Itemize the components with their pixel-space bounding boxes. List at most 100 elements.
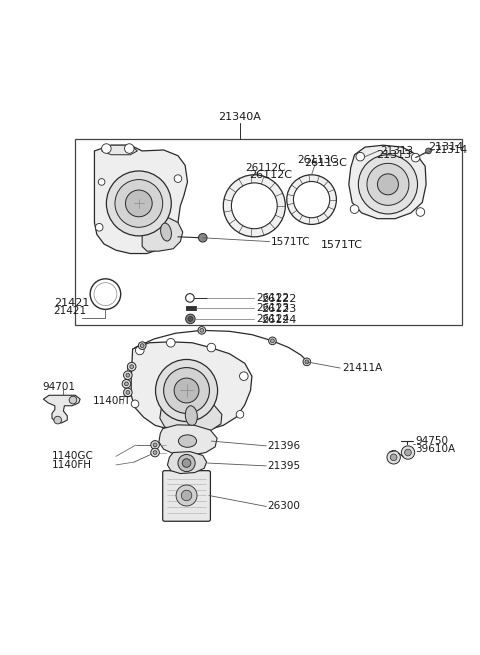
Circle shape (115, 179, 163, 227)
Text: 1571TC: 1571TC (321, 240, 363, 250)
Circle shape (135, 346, 144, 355)
Circle shape (151, 441, 159, 449)
Text: 26123: 26123 (257, 303, 290, 313)
Text: 39610A: 39610A (416, 443, 456, 454)
Text: 26122: 26122 (262, 294, 297, 304)
Circle shape (90, 279, 120, 309)
Text: 26112C: 26112C (250, 170, 292, 179)
Circle shape (156, 360, 217, 422)
Circle shape (130, 365, 133, 369)
Circle shape (199, 233, 207, 242)
Circle shape (231, 183, 277, 229)
Circle shape (127, 362, 136, 371)
Circle shape (305, 360, 309, 364)
Circle shape (186, 293, 194, 302)
Circle shape (174, 378, 199, 403)
Text: 26112C: 26112C (245, 162, 285, 173)
Circle shape (96, 223, 103, 231)
Text: 26123: 26123 (262, 305, 297, 314)
Text: 1571TC: 1571TC (271, 236, 311, 246)
Circle shape (54, 417, 61, 424)
Circle shape (126, 390, 130, 394)
Circle shape (102, 143, 111, 153)
Circle shape (138, 342, 146, 350)
Text: 21314: 21314 (435, 145, 468, 155)
Circle shape (198, 327, 205, 334)
Circle shape (223, 175, 285, 237)
Polygon shape (95, 145, 188, 253)
Circle shape (200, 328, 204, 332)
Circle shape (356, 153, 364, 161)
Circle shape (140, 344, 144, 348)
Text: 26300: 26300 (268, 502, 300, 512)
Circle shape (401, 446, 415, 459)
Circle shape (94, 283, 117, 305)
Circle shape (416, 208, 425, 216)
Circle shape (124, 382, 128, 386)
Circle shape (303, 358, 311, 365)
Text: 1140FH: 1140FH (51, 460, 92, 470)
Polygon shape (43, 395, 80, 423)
Circle shape (359, 155, 418, 214)
Polygon shape (102, 145, 137, 155)
Circle shape (164, 367, 209, 413)
Circle shape (236, 411, 244, 418)
Circle shape (176, 485, 197, 506)
Polygon shape (159, 425, 217, 455)
Circle shape (174, 175, 182, 183)
Circle shape (131, 400, 139, 407)
Circle shape (69, 396, 77, 404)
Circle shape (167, 339, 175, 347)
Text: 21313: 21313 (376, 150, 411, 160)
FancyBboxPatch shape (163, 471, 210, 521)
Text: 1140GC: 1140GC (51, 451, 94, 461)
Polygon shape (142, 204, 183, 251)
Circle shape (126, 373, 130, 377)
Circle shape (269, 337, 276, 345)
Circle shape (271, 339, 275, 343)
Circle shape (178, 455, 195, 472)
Bar (186, 305, 196, 310)
Text: 21314: 21314 (429, 142, 464, 152)
Circle shape (153, 451, 157, 455)
Circle shape (151, 448, 159, 457)
Text: 21411A: 21411A (342, 363, 383, 373)
Circle shape (123, 388, 132, 397)
Text: 94750: 94750 (416, 436, 449, 446)
Polygon shape (131, 342, 252, 432)
Circle shape (98, 179, 105, 185)
Circle shape (207, 343, 216, 352)
Circle shape (186, 314, 195, 324)
Text: 21421: 21421 (54, 297, 89, 308)
Text: 94701: 94701 (42, 382, 75, 392)
Text: 1140FT: 1140FT (93, 396, 132, 407)
Circle shape (405, 449, 411, 456)
Circle shape (390, 454, 397, 460)
Circle shape (293, 181, 330, 217)
Text: 26113C: 26113C (297, 155, 338, 164)
Circle shape (153, 443, 157, 447)
Circle shape (377, 174, 398, 195)
Circle shape (125, 190, 152, 217)
Text: 21421: 21421 (53, 306, 86, 316)
Text: 26122: 26122 (257, 293, 290, 303)
Text: 21395: 21395 (268, 461, 301, 471)
Circle shape (188, 316, 193, 322)
Circle shape (123, 371, 132, 379)
Circle shape (181, 490, 192, 500)
Circle shape (350, 205, 359, 214)
Circle shape (387, 451, 400, 464)
Ellipse shape (161, 223, 171, 241)
Circle shape (182, 458, 191, 467)
Polygon shape (349, 145, 426, 219)
Polygon shape (168, 451, 206, 474)
Text: 21396: 21396 (268, 441, 301, 451)
Text: 26124: 26124 (257, 314, 290, 324)
Circle shape (124, 143, 134, 153)
Text: 21340A: 21340A (218, 112, 262, 122)
Circle shape (240, 372, 248, 381)
Circle shape (107, 171, 171, 236)
Circle shape (367, 163, 409, 205)
Text: 26113C: 26113C (304, 158, 348, 168)
Circle shape (122, 379, 131, 388)
